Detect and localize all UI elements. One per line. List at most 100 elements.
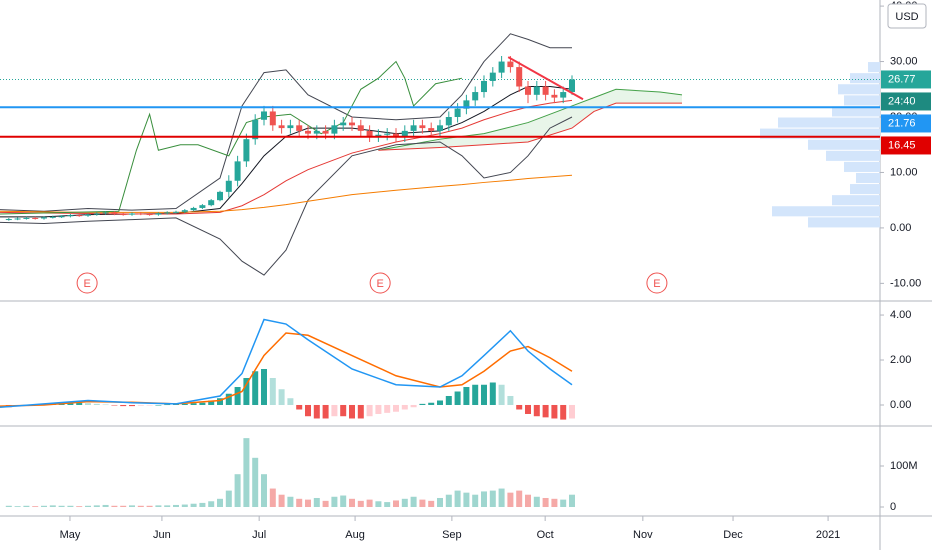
histogram-bar [67,402,74,405]
histogram-bar [296,404,303,410]
volume-bar [102,504,109,508]
volume-bar [393,500,399,508]
y-tick-label: 100M [890,460,918,472]
histogram-bar [217,398,223,405]
histogram-bar [551,404,558,419]
candle-body [516,67,523,87]
countdown-label: 24:40 [888,95,916,107]
volume-bar [32,506,39,508]
volume-bar [137,505,144,508]
volume-profile-bar [826,150,880,161]
candle-body [551,94,558,98]
volume-profile-bar [772,206,880,217]
volume-bar [173,504,179,508]
candle-body [102,212,109,214]
candle-body [67,215,74,217]
histogram-bar [199,402,206,405]
candle-body [261,111,267,120]
volume-bar [85,505,91,508]
histogram-bar [234,386,241,405]
histogram-bar [437,400,443,405]
volume-bar [410,496,417,508]
histogram-bar [454,391,461,405]
histogram-bar [252,371,259,405]
volume-bar [551,498,558,508]
last-price-label: 26.77 [888,73,916,85]
candle-body [225,180,232,192]
volume-bar [93,505,100,508]
histogram-bar [366,404,373,417]
x-tick-label: Sep [442,529,462,541]
histogram-bar [533,404,540,417]
volume-profile-bar [808,217,880,228]
volume-bar [366,499,373,508]
volume-bar [155,505,162,508]
volume-bar [164,505,171,508]
volume-bar [208,501,215,508]
candle-body [190,207,197,211]
candle-body [120,214,127,216]
indicator-line [0,116,573,276]
indicator-line [0,60,463,215]
x-tick-label: May [60,529,81,541]
histogram-bar [489,382,496,405]
histogram-bar [225,393,232,405]
candle-body [85,214,91,216]
histogram-bar [269,378,276,405]
earnings-label: E [653,278,660,290]
histogram-bar [137,404,144,406]
histogram-bar [243,378,250,405]
indicator-line [0,174,573,213]
histogram-bar [516,404,523,410]
volume-profile-bar [868,62,880,73]
y-tick-label: -10.00 [890,277,921,289]
histogram-bar [287,398,294,405]
volume-bar [349,498,355,508]
volume-bar [375,501,382,508]
candle-body [234,161,241,181]
volume-profile-bar [844,161,880,172]
histogram-bar [498,384,505,405]
volume-bar [199,502,206,508]
volume-bar [252,457,259,508]
volume-bar [507,492,514,508]
candle-body [428,128,435,131]
volume-bar [120,505,127,508]
candle-body [340,122,347,126]
volume-profile-bar [760,128,880,139]
histogram-bar [305,404,311,417]
volume-bar [569,494,575,508]
histogram-bar [129,404,135,407]
volume-bar [190,503,197,508]
x-tick-label: 2021 [816,529,840,541]
candle-body [199,205,206,208]
histogram-bar [393,404,399,412]
candle-body [111,212,118,215]
candle-body [560,92,567,98]
candle-body [173,211,179,213]
histogram-bar [340,404,347,417]
histogram-bar [146,404,153,406]
histogram-bar [278,389,285,405]
candle-body [410,125,417,131]
candle-body [208,200,215,206]
currency-label: USD [895,11,918,23]
candle-body [393,133,399,137]
histogram-bar [208,400,215,405]
earnings-marker [76,272,98,294]
candle-body [489,72,496,81]
cloud-span-b [378,102,682,151]
volume-bar [516,490,523,508]
histogram-bar [463,386,470,405]
candle-body [507,61,514,68]
volume-profile-bar [850,73,880,84]
histogram-bar [481,384,487,405]
candle-body [32,217,39,219]
histogram-bar [472,384,479,405]
histogram-bar [410,404,417,408]
volume-bar [146,505,153,508]
volume-bar [489,490,496,508]
histogram-bar [76,402,83,405]
